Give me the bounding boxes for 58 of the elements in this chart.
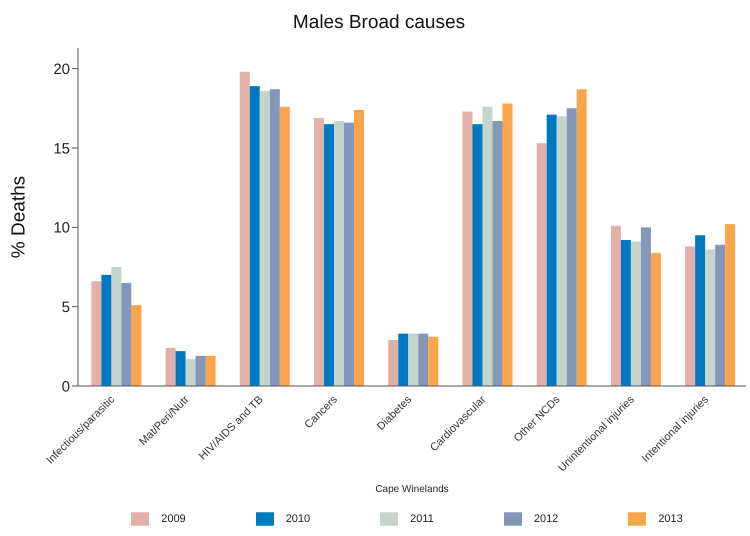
bar — [428, 336, 438, 386]
bar — [462, 111, 472, 386]
bar — [186, 359, 196, 386]
bar — [695, 235, 706, 386]
y-tick-label: 5 — [62, 298, 70, 316]
bar — [250, 86, 260, 386]
y-axis-title: % Deaths — [8, 176, 30, 258]
legend-label: 2013 — [658, 512, 683, 525]
chart-title: Males Broad causes — [292, 11, 466, 35]
bar — [566, 108, 577, 386]
bar — [640, 227, 651, 386]
bar — [705, 250, 716, 386]
bar — [166, 348, 176, 386]
bar — [502, 104, 512, 386]
bar — [354, 110, 364, 386]
y-tick-label: 0 — [62, 378, 70, 396]
bar — [101, 274, 112, 386]
bar — [418, 334, 428, 386]
bar — [546, 114, 557, 386]
bar — [398, 334, 408, 386]
bar — [536, 143, 547, 386]
bar — [492, 120, 502, 386]
bar — [334, 120, 344, 386]
legend-label: 2009 — [161, 512, 186, 525]
bar — [121, 282, 132, 386]
bar — [482, 106, 492, 386]
y-tick-label: 15 — [53, 140, 70, 158]
bar — [630, 242, 641, 386]
legend-label: 2010 — [286, 512, 310, 525]
bar — [131, 305, 142, 386]
bar — [685, 246, 696, 386]
bar — [324, 124, 334, 386]
y-tick-label: 20 — [53, 60, 70, 78]
bar — [196, 356, 206, 386]
bar — [206, 356, 216, 386]
bar — [408, 334, 418, 386]
y-tick-label: 10 — [53, 220, 70, 237]
bar — [556, 116, 567, 386]
bar — [240, 72, 250, 386]
bar — [91, 281, 102, 386]
bar — [576, 89, 587, 386]
bar — [620, 240, 631, 386]
bar — [610, 226, 621, 386]
bar — [344, 122, 354, 386]
bar — [111, 266, 122, 386]
bar — [314, 118, 324, 386]
bar — [715, 244, 726, 386]
bar — [270, 89, 280, 386]
legend-label: 2012 — [534, 512, 558, 525]
bar — [650, 252, 661, 386]
x-axis-title: Cape Winelands — [375, 484, 449, 495]
bar — [388, 340, 398, 386]
bar — [176, 351, 186, 386]
legend-label: 2011 — [410, 512, 434, 525]
bar — [280, 106, 290, 386]
bar — [472, 124, 482, 386]
bar — [260, 90, 270, 386]
bar — [725, 224, 736, 386]
